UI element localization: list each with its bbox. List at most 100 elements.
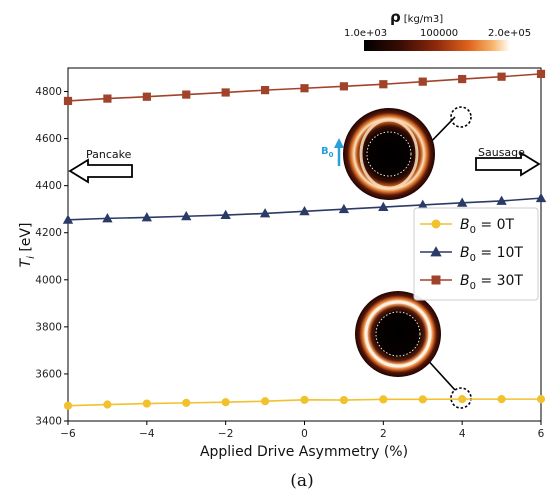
series-1-point-1 bbox=[102, 213, 113, 223]
series-0 bbox=[63, 395, 546, 410]
legend-label-0: B0 = 0T bbox=[460, 217, 515, 236]
series-1-point-8 bbox=[378, 201, 389, 212]
series-2-point-6 bbox=[300, 84, 309, 93]
series-0-point-6 bbox=[300, 395, 309, 404]
series-1-point-3 bbox=[181, 210, 192, 221]
legend-marker-0 bbox=[431, 219, 441, 229]
y-axis-title-sub: i bbox=[26, 256, 37, 259]
series-0-point-4 bbox=[221, 398, 230, 407]
series-layer bbox=[62, 69, 546, 410]
series-0-point-7 bbox=[339, 395, 349, 405]
legend-label-rest-0: = 0T bbox=[476, 217, 515, 233]
legend-label-sub-0: 0 bbox=[470, 225, 476, 236]
legend-label-rest-2: = 30T bbox=[476, 273, 523, 289]
colorbar-tick-label-0: 1.0e+03 bbox=[344, 28, 387, 39]
series-1-point-11 bbox=[496, 195, 507, 205]
lower-inset-ring bbox=[364, 300, 432, 368]
series-2-point-11 bbox=[497, 72, 506, 81]
legend-label-base-1: B bbox=[460, 245, 470, 261]
x-tick-label-3: 0 bbox=[301, 428, 308, 440]
legend-box bbox=[413, 207, 539, 301]
lower-plasma-inset bbox=[355, 291, 472, 409]
legend-marker-1 bbox=[430, 246, 442, 257]
pancake-arrow: Pancake bbox=[68, 148, 133, 184]
colorbar-tick-label-1: 100000 bbox=[420, 28, 458, 39]
sausage-arrow: Sausage bbox=[475, 146, 541, 177]
series-1-point-4 bbox=[220, 209, 231, 220]
field-direction: B0 bbox=[321, 138, 344, 166]
series-2-point-12 bbox=[536, 69, 546, 78]
sausage-label: Sausage bbox=[478, 146, 525, 159]
series-0-point-9 bbox=[418, 395, 427, 404]
series-1-point-2 bbox=[141, 212, 153, 222]
series-1-point-7 bbox=[338, 203, 350, 214]
series-0-point-1 bbox=[103, 400, 112, 409]
field-arrow-head bbox=[334, 138, 344, 148]
series-0-point-12 bbox=[536, 395, 546, 404]
y-tick-label-0: 3400 bbox=[35, 416, 62, 428]
series-2-point-9 bbox=[418, 77, 427, 86]
series-1-point-10 bbox=[456, 197, 468, 207]
series-1-point-6 bbox=[299, 205, 310, 216]
y-axis: 3400 3600 3800 4000 4200 4400 4600 4800 bbox=[35, 86, 68, 428]
series-0-point-11 bbox=[497, 395, 506, 404]
lower-highlight-circle bbox=[450, 387, 472, 409]
series-0-point-10 bbox=[458, 395, 467, 404]
upper-inset-dotted-circle bbox=[366, 131, 412, 177]
lower-inset-disk bbox=[355, 291, 441, 377]
series-2-point-1 bbox=[103, 94, 112, 103]
upper-highlight-circle bbox=[450, 106, 472, 128]
field-label: B0 bbox=[321, 146, 334, 159]
y-tick-label-4: 4200 bbox=[35, 227, 62, 239]
colorbar: ρ [kg/m3] 1.0e+03 100000 2.0e+05 bbox=[344, 8, 531, 51]
legend-label-base-0: B bbox=[460, 217, 470, 233]
legend-label-2: B0 = 30T bbox=[460, 273, 523, 292]
y-tick-label-7: 4800 bbox=[35, 86, 62, 98]
y-tick-label-2: 3800 bbox=[35, 321, 62, 333]
legend-label-base-2: B bbox=[460, 273, 470, 289]
legend-label-sub-1: 0 bbox=[470, 253, 476, 264]
x-tick-label-4: 2 bbox=[380, 428, 387, 440]
x-tick-label-0: −6 bbox=[60, 428, 76, 440]
series-2-point-2 bbox=[142, 92, 151, 101]
colorbar-title: ρ [kg/m3] bbox=[390, 8, 443, 26]
x-tick-label-1: −4 bbox=[139, 428, 155, 440]
colorbar-tick-label-2: 2.0e+05 bbox=[488, 28, 531, 39]
series-2-point-10 bbox=[458, 74, 467, 84]
series-0-point-0 bbox=[63, 401, 73, 410]
series-0-point-8 bbox=[379, 395, 388, 404]
figure-caption: (a) bbox=[290, 471, 313, 491]
x-tick-label-5: 4 bbox=[459, 428, 466, 440]
series-0-point-3 bbox=[182, 398, 191, 407]
series-0-point-5 bbox=[260, 397, 270, 406]
upper-plasma-inset bbox=[343, 106, 472, 200]
y-axis-title: Ti [eV] bbox=[18, 223, 37, 268]
upper-inset-ring bbox=[359, 118, 419, 190]
legend-label-rest-1: = 10T bbox=[476, 245, 523, 261]
field-label-base: B bbox=[321, 146, 329, 157]
x-tick-label-2: −2 bbox=[218, 428, 233, 440]
legend-marker-2 bbox=[431, 275, 441, 285]
lower-inset-dotted-circle bbox=[375, 311, 421, 357]
legend-label-1: B0 = 10T bbox=[460, 245, 523, 264]
series-1 bbox=[62, 192, 546, 224]
y-tick-label-3: 4000 bbox=[35, 274, 62, 286]
pancake-label: Pancake bbox=[86, 148, 132, 161]
series-2-point-5 bbox=[260, 86, 270, 95]
colorbar-symbol: ρ bbox=[390, 8, 401, 26]
y-tick-label-5: 4400 bbox=[35, 180, 62, 192]
colorbar-bar bbox=[364, 40, 510, 51]
series-2-point-8 bbox=[379, 80, 388, 89]
series-2-point-4 bbox=[221, 88, 230, 97]
series-1-point-12 bbox=[535, 192, 546, 203]
series-2-point-3 bbox=[182, 90, 191, 99]
series-0-point-2 bbox=[142, 399, 151, 408]
y-tick-label-1: 3600 bbox=[35, 368, 62, 380]
y-tick-label-6: 4600 bbox=[35, 133, 62, 145]
upper-inset-disk bbox=[343, 108, 435, 200]
y-axis-title-symbol: T bbox=[18, 257, 34, 267]
legend-label-sub-2: 0 bbox=[470, 281, 476, 292]
